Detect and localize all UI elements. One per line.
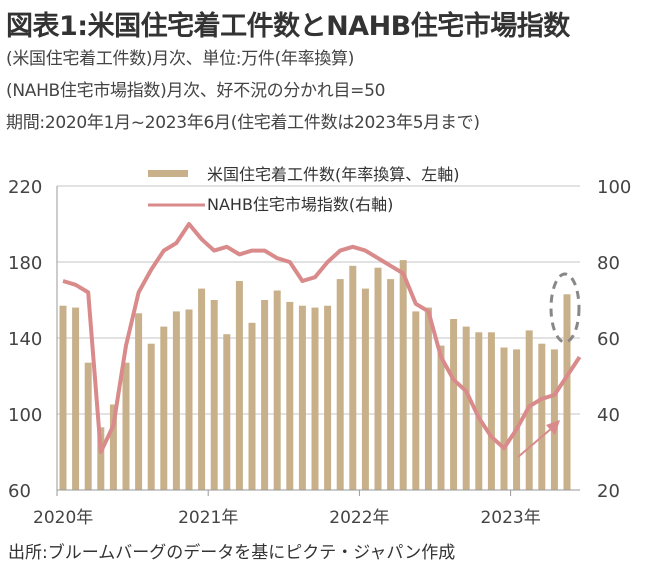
- housing-starts-bar: [97, 427, 105, 490]
- housing-starts-bar: [311, 307, 319, 490]
- housing-starts-bar: [147, 343, 155, 490]
- highlight-ellipse: [549, 272, 581, 344]
- housing-starts-bar: [235, 281, 243, 490]
- left-tick-label: 220: [8, 177, 42, 198]
- housing-starts-bar: [513, 349, 521, 490]
- x-tick-label: 2021年: [178, 508, 238, 528]
- housing-starts-bar: [298, 305, 306, 490]
- housing-starts-bar: [550, 349, 558, 490]
- housing-starts-bar: [198, 288, 206, 490]
- housing-starts-bar: [374, 267, 382, 490]
- housing-starts-bar: [399, 260, 407, 490]
- housing-starts-bar: [261, 300, 269, 490]
- housing-starts-bar: [500, 347, 508, 490]
- housing-starts-bar: [324, 305, 332, 490]
- x-tick-label: 2020年: [33, 508, 93, 528]
- subtitle-period: 期間:2020年1月~2023年6月(住宅着工件数は2023年5月まで): [6, 113, 480, 133]
- housing-starts-bar: [84, 362, 92, 490]
- axes: 220 180 140 100 60 100 80 60 40 20 2020年 2021年 2022年…: [8, 177, 631, 528]
- rebound-arrow-shaft: [517, 427, 553, 458]
- housing-starts-bar: [475, 332, 483, 490]
- right-tick-label: 20: [597, 481, 620, 502]
- housing-starts-bar: [349, 265, 357, 490]
- housing-starts-bar: [462, 326, 470, 490]
- housing-starts-bar: [223, 334, 231, 490]
- housing-starts-bar: [122, 362, 130, 490]
- annotations: [517, 272, 581, 458]
- subtitle-starts: (米国住宅着工件数)月次、単位:万件(年率換算): [6, 49, 355, 69]
- housing-starts-bar: [450, 319, 458, 490]
- housing-starts-bar: [286, 301, 294, 490]
- left-tick-label: 140: [8, 329, 42, 350]
- housing-starts-bar: [538, 343, 546, 490]
- left-tick-label: 60: [8, 481, 31, 502]
- right-tick-label: 60: [597, 329, 620, 350]
- right-tick-label: 80: [597, 253, 620, 274]
- housing-starts-bar: [387, 279, 395, 490]
- housing-starts-bar: [135, 313, 143, 490]
- rebound-arrow-head: [546, 420, 560, 435]
- housing-starts-bar: [248, 322, 256, 490]
- right-tick-label: 100: [597, 177, 631, 198]
- housing-starts-bar: [72, 307, 80, 490]
- housing-starts-bar: [185, 309, 193, 490]
- right-tick-label: 40: [597, 405, 620, 426]
- subtitle-nahb: (NAHB住宅市場指数)月次、好不況の分かれ目=50: [6, 81, 386, 101]
- legend-bar-swatch: [148, 170, 188, 177]
- housing-starts-bar: [336, 279, 344, 490]
- housing-starts-bar: [437, 345, 445, 490]
- housing-starts-bar: [172, 311, 180, 490]
- left-tick-label: 100: [8, 405, 42, 426]
- chart-title: 図表1:米国住宅着工件数とNAHB住宅市場指数: [6, 11, 570, 42]
- legend: 米国住宅着工件数(年率換算、左軸) NAHB住宅市場指数(右軸): [148, 165, 460, 214]
- housing-starts-bar: [361, 288, 369, 490]
- line-series: [62, 222, 582, 454]
- housing-starts-bar: [160, 326, 168, 490]
- legend-bar-label: 米国住宅着工件数(年率換算、左軸): [207, 165, 460, 184]
- x-tick-label: 2022年: [329, 508, 389, 528]
- x-tick-label: 2023年: [480, 508, 540, 528]
- housing-starts-bar: [109, 404, 117, 490]
- housing-starts-bar: [273, 290, 281, 490]
- legend-line-label: NAHB住宅市場指数(右軸): [207, 195, 393, 214]
- housing-starts-bar: [59, 305, 67, 490]
- source-note: 出所:ブルームバーグのデータを基にピクテ・ジャパン作成: [8, 543, 456, 563]
- housing-starts-bar: [210, 300, 218, 490]
- nahb-index-line: [62, 222, 582, 454]
- housing-starts-bar: [563, 294, 571, 490]
- left-tick-label: 180: [8, 253, 42, 274]
- housing-starts-bar: [487, 332, 495, 490]
- housing-starts-bar: [412, 311, 420, 490]
- housing-starts-bar: [424, 307, 432, 490]
